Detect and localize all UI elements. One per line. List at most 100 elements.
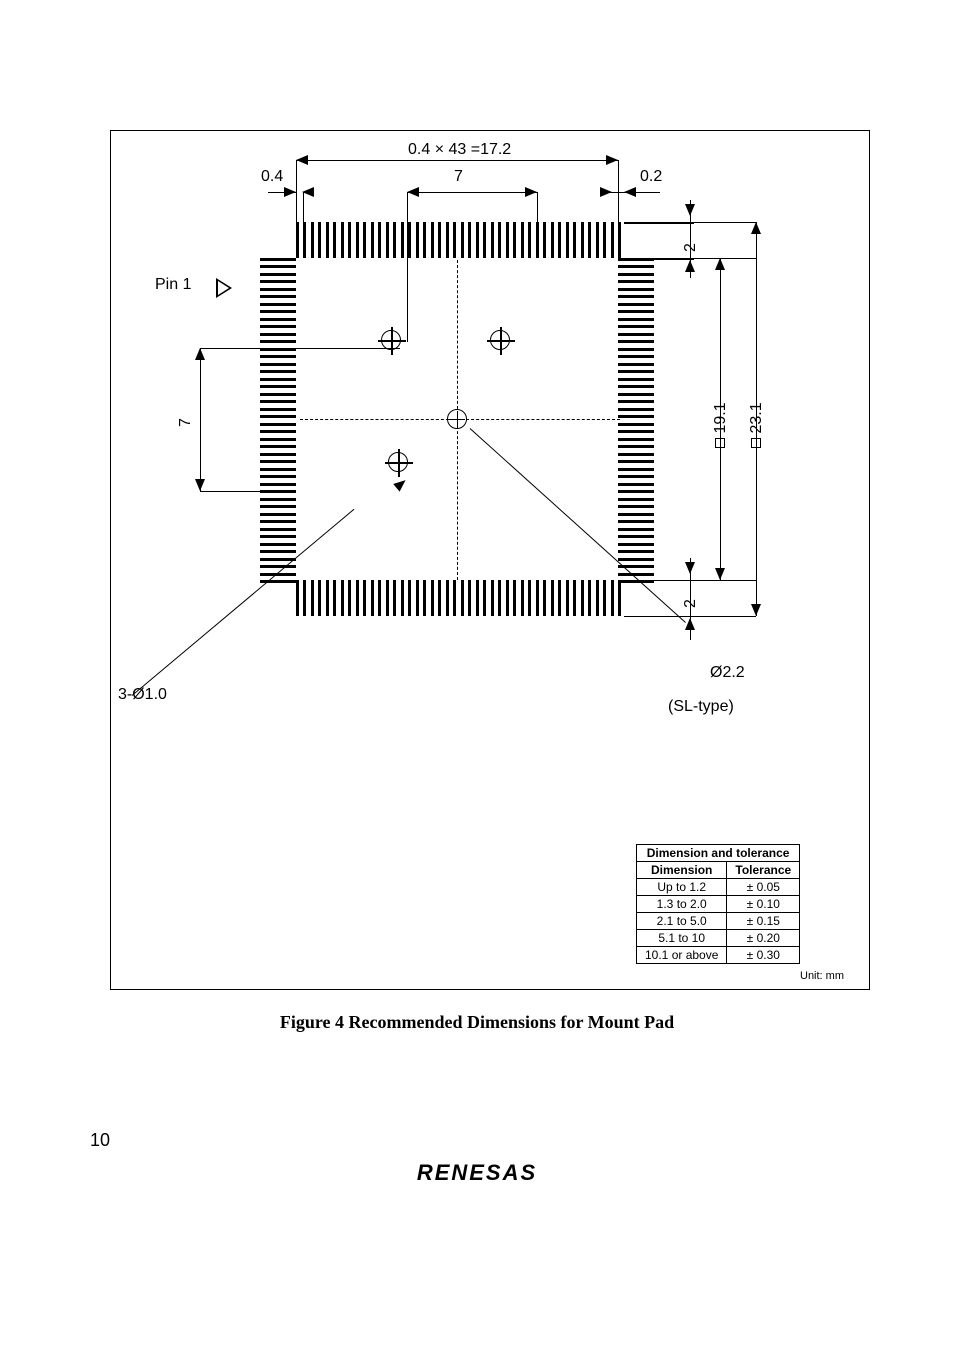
dim-top-span-line (296, 160, 618, 161)
pin (483, 580, 486, 616)
pin (453, 580, 456, 616)
pin (618, 558, 654, 561)
pin (260, 565, 296, 568)
pin (260, 385, 296, 388)
ext-line (537, 192, 538, 222)
pin (260, 498, 296, 501)
pin (618, 288, 654, 291)
gdt-target-icon (490, 330, 510, 350)
pin (408, 580, 411, 616)
pin (333, 222, 336, 258)
ext-line (690, 200, 691, 278)
pin (521, 580, 524, 616)
table-row: 2.1 to 5.0± 0.15 (637, 913, 800, 930)
pin (446, 222, 449, 258)
pin (618, 415, 654, 418)
pin (356, 222, 359, 258)
pin (341, 580, 344, 616)
ext-line (654, 580, 756, 581)
pin (618, 393, 654, 396)
pin (543, 580, 546, 616)
pin (260, 400, 296, 403)
pin (491, 580, 494, 616)
pin (260, 288, 296, 291)
pin (260, 273, 296, 276)
pin (438, 222, 441, 258)
table-row: 5.1 to 10± 0.20 (637, 930, 800, 947)
pin (341, 222, 344, 258)
dim-pitch-label: 0.4 (261, 168, 283, 186)
gdt-target-icon (388, 452, 408, 472)
pin (618, 408, 654, 411)
pin (356, 580, 359, 616)
arrow-icon (296, 155, 308, 165)
table-cell: 1.3 to 2.0 (637, 896, 727, 913)
pin (260, 295, 296, 298)
pin (311, 222, 314, 258)
tolerance-col-tol: Tolerance (727, 862, 800, 879)
pin (573, 222, 576, 258)
arrow-icon (751, 222, 761, 234)
pin (296, 222, 299, 258)
table-row: Up to 1.2± 0.05 (637, 879, 800, 896)
pin (408, 222, 411, 258)
arrow-icon (751, 604, 761, 616)
pin (318, 580, 321, 616)
dim-sq-inner-label: 19.1 (712, 402, 730, 450)
pin (618, 303, 654, 306)
pin (260, 340, 296, 343)
tolerance-table: Dimension and tolerance Dimension Tolera… (636, 844, 800, 964)
pin (260, 265, 296, 268)
pin (260, 513, 296, 516)
pin (260, 370, 296, 373)
hole-dia-label: Ø2.2 (710, 664, 745, 682)
pin (618, 513, 654, 516)
pin (260, 520, 296, 523)
dim-gap-top-label: 2 (682, 243, 700, 252)
pin (566, 222, 569, 258)
pin (528, 580, 531, 616)
pin (260, 445, 296, 448)
pin (326, 580, 329, 616)
pin (491, 222, 494, 258)
pin (260, 453, 296, 456)
pin (618, 475, 654, 478)
pin (260, 543, 296, 546)
pin (416, 580, 419, 616)
pin (573, 580, 576, 616)
pin (543, 222, 546, 258)
pin (461, 580, 464, 616)
pin (260, 303, 296, 306)
pin (363, 222, 366, 258)
ext-line (624, 222, 756, 223)
pin (618, 385, 654, 388)
pin (618, 265, 654, 268)
ext-line (624, 616, 756, 617)
pin (348, 580, 351, 616)
pin (618, 348, 654, 351)
pin (386, 580, 389, 616)
pin (611, 580, 614, 616)
pin (618, 222, 621, 258)
pin (618, 400, 654, 403)
pin (260, 415, 296, 418)
ext-line (296, 160, 297, 222)
pin (416, 222, 419, 258)
pin (618, 445, 654, 448)
pin (260, 505, 296, 508)
pin (260, 378, 296, 381)
pin (618, 423, 654, 426)
pin (260, 460, 296, 463)
pin (618, 363, 654, 366)
pin (438, 580, 441, 616)
pin (303, 222, 306, 258)
pin (318, 222, 321, 258)
pin (260, 528, 296, 531)
table-cell: 2.1 to 5.0 (637, 913, 727, 930)
pin (618, 333, 654, 336)
arrow-icon (195, 348, 205, 360)
pin (581, 222, 584, 258)
table-cell: ± 0.05 (727, 879, 800, 896)
table-cell: 10.1 or above (637, 947, 727, 964)
pin (260, 310, 296, 313)
